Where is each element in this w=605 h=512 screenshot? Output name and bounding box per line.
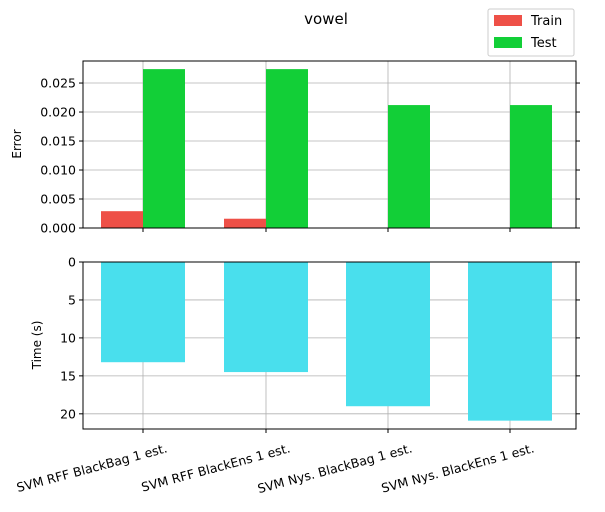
- bar-time-1: [101, 262, 185, 363]
- time-x-ticks: SVM RFF BlackBag 1 est.SVM RFF BlackEns …: [15, 429, 536, 496]
- error-y-tick-label: 0.025: [40, 76, 76, 91]
- chart-title: vowel: [304, 10, 348, 28]
- error-y-tick-label: 0.000: [40, 221, 76, 236]
- bar-time-2: [224, 262, 308, 373]
- time-y-tick-label: 10: [60, 330, 76, 345]
- error-subplot: 0.000 0.005 0.010 0.015 0.020 0.025 Error: [10, 60, 580, 236]
- time-y-axis-label: Time (s): [30, 321, 44, 371]
- time-y-ticks: 0 5 10 15 20: [60, 255, 580, 421]
- time-bars: [101, 262, 552, 421]
- legend-label-train: Train: [530, 14, 562, 29]
- time-plot-frame: [82, 261, 577, 430]
- legend-swatch-test: [494, 37, 522, 48]
- bar-test-1: [143, 69, 185, 228]
- bar-time-4: [468, 262, 552, 421]
- legend-swatch-train: [494, 15, 522, 26]
- time-y-tick-label: 15: [60, 368, 76, 383]
- error-y-axis-label: Error: [10, 129, 24, 158]
- legend: Train Test: [487, 8, 575, 57]
- time-y-tick-label: 5: [68, 292, 76, 307]
- bar-test-3: [388, 105, 430, 228]
- error-y-tick-label: 0.020: [40, 105, 76, 120]
- error-bars: [101, 69, 552, 228]
- bar-train-1: [101, 211, 143, 228]
- bar-train-2: [224, 218, 266, 228]
- bar-time-3: [346, 262, 430, 407]
- error-x-ticks: [142, 228, 511, 232]
- error-plot-frame: [82, 60, 577, 229]
- error-y-ticks: 0.000 0.005 0.010 0.015 0.020 0.025: [40, 76, 580, 236]
- bar-test-4: [510, 105, 552, 228]
- time-y-tick-label: 20: [60, 406, 76, 421]
- error-y-tick-label: 0.015: [40, 134, 76, 149]
- legend-label-test: Test: [530, 36, 557, 51]
- error-y-tick-label: 0.010: [40, 163, 76, 178]
- bar-test-2: [266, 69, 308, 228]
- time-y-tick-label: 0: [68, 255, 76, 270]
- error-y-tick-label: 0.005: [40, 192, 76, 207]
- time-subplot: 0 5 10 15 20 SVM RFF BlackBag 1 est.SVM RFF …: [15, 255, 580, 496]
